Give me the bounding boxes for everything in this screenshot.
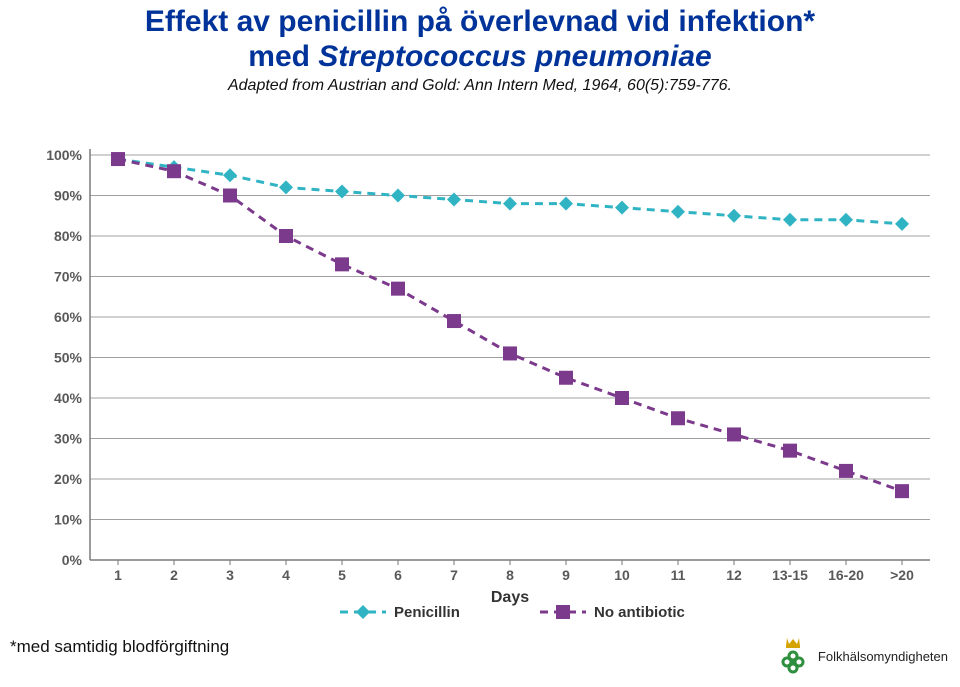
svg-text:30%: 30% — [54, 431, 83, 447]
title-line2-prefix: med — [248, 40, 318, 73]
svg-text:11: 11 — [671, 567, 686, 583]
svg-text:7: 7 — [450, 567, 458, 583]
svg-text:12: 12 — [726, 567, 742, 583]
title-line2: med Streptococcus pneumoniae — [0, 39, 960, 74]
footnote-text: *med samtidig blodförgiftning — [10, 637, 229, 657]
svg-text:90%: 90% — [54, 188, 83, 204]
svg-text:100%: 100% — [46, 147, 82, 163]
svg-text:Days: Days — [491, 589, 529, 606]
title-line1: Effekt av penicillin på överlevnad vid i… — [0, 4, 960, 39]
citation-text: Adapted from Austrian and Gold: Ann Inte… — [0, 77, 960, 95]
svg-text:6: 6 — [394, 567, 402, 583]
svg-text:>20: >20 — [890, 567, 914, 583]
svg-text:20%: 20% — [54, 471, 83, 487]
svg-text:3: 3 — [226, 567, 234, 583]
svg-text:9: 9 — [562, 567, 570, 583]
svg-text:80%: 80% — [54, 228, 83, 244]
svg-text:50%: 50% — [54, 350, 83, 366]
svg-text:40%: 40% — [54, 390, 83, 406]
svg-text:16-20: 16-20 — [828, 567, 864, 583]
agency-logo: Folkhälsomyndigheten — [774, 635, 948, 677]
svg-text:10%: 10% — [54, 512, 83, 528]
svg-text:70%: 70% — [54, 269, 83, 285]
svg-text:Penicillin: Penicillin — [394, 604, 460, 621]
svg-text:2: 2 — [170, 567, 178, 583]
svg-text:5: 5 — [338, 567, 346, 583]
title-line2-emph: Streptococcus pneumoniae — [318, 40, 711, 73]
svg-text:0%: 0% — [62, 552, 83, 568]
agency-logo-icon — [774, 635, 812, 677]
svg-text:4: 4 — [282, 567, 290, 583]
slide-title: Effekt av penicillin på överlevnad vid i… — [0, 4, 960, 75]
title-line1-text: Effekt av penicillin på överlevnad vid i… — [145, 5, 815, 38]
svg-text:1: 1 — [114, 567, 122, 583]
svg-text:No antibiotic: No antibiotic — [594, 604, 685, 621]
agency-logo-text: Folkhälsomyndigheten — [818, 649, 948, 664]
svg-text:10: 10 — [614, 567, 630, 583]
svg-text:8: 8 — [506, 567, 514, 583]
svg-text:13-15: 13-15 — [772, 567, 808, 583]
survival-chart: 0%10%20%30%40%50%60%70%80%90%100%1234567… — [0, 0, 960, 640]
svg-text:60%: 60% — [54, 309, 83, 325]
